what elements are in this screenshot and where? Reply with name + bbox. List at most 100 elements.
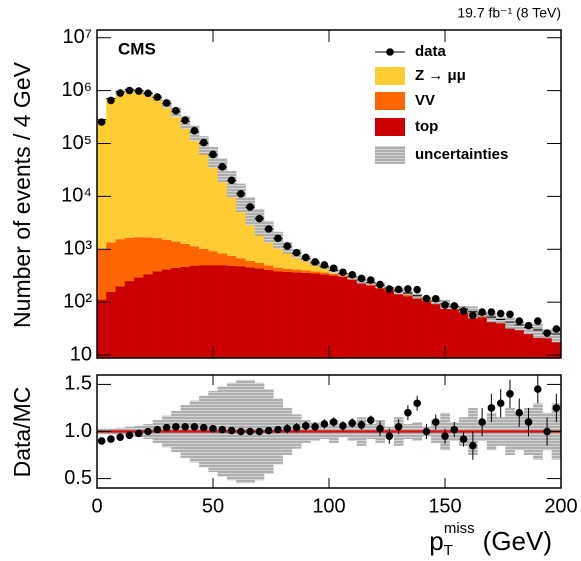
ratio-point xyxy=(515,409,523,417)
data-point xyxy=(330,264,338,272)
ratio-point xyxy=(395,423,403,431)
y-tick-label: 10² xyxy=(63,290,92,312)
stack-bar xyxy=(394,293,404,358)
data-point xyxy=(135,87,143,95)
stack-bar xyxy=(125,238,135,281)
stack-bar xyxy=(97,300,107,358)
ratio-y-tick-label: 0.5 xyxy=(64,467,92,489)
stack-bar xyxy=(125,281,135,358)
uncertainty-band xyxy=(505,317,515,329)
data-point xyxy=(98,118,106,126)
legend-swatch xyxy=(375,67,405,85)
stack-bar xyxy=(171,112,181,242)
data-point xyxy=(367,276,375,284)
stack-bar xyxy=(236,258,246,266)
stack-bar xyxy=(459,312,469,358)
legend-swatch xyxy=(375,146,405,164)
data-point xyxy=(163,99,171,107)
ratio-point xyxy=(191,423,199,431)
stack-bar xyxy=(181,121,191,244)
ratio-point xyxy=(423,428,431,436)
ratio-point xyxy=(432,418,440,426)
ratio-point xyxy=(488,404,496,412)
stack-bar xyxy=(162,269,172,358)
data-point xyxy=(256,215,264,223)
ratio-point xyxy=(293,424,301,432)
data-point xyxy=(107,97,115,105)
ratio-point xyxy=(506,390,514,398)
stack-bar xyxy=(153,98,163,239)
data-point xyxy=(311,258,319,266)
ratio-point xyxy=(154,426,162,434)
data-point xyxy=(228,176,236,184)
legend-swatch xyxy=(375,92,405,110)
data-point xyxy=(172,107,180,115)
ratio-point xyxy=(553,404,561,412)
ratio-point xyxy=(116,433,124,441)
ratio-point xyxy=(386,432,394,440)
data-point xyxy=(191,127,199,135)
data-point xyxy=(274,235,282,243)
legend-label: data xyxy=(415,43,447,60)
data-point xyxy=(515,317,523,325)
ratio-point xyxy=(107,435,115,443)
stack-bar xyxy=(153,238,163,271)
ratio-point xyxy=(200,424,208,432)
data-point xyxy=(246,203,254,211)
stack-bar xyxy=(153,272,163,358)
ratio-point xyxy=(144,428,152,436)
data-point xyxy=(395,286,403,294)
legend-data-marker xyxy=(386,48,394,56)
legend-label: VV xyxy=(415,92,435,109)
ratio-point xyxy=(348,419,356,427)
uncertainty-band xyxy=(236,184,246,212)
data-point xyxy=(543,329,551,337)
ratio-point xyxy=(376,425,384,433)
stack-bar xyxy=(143,93,153,237)
stack-bar xyxy=(208,155,218,251)
data-point xyxy=(237,190,245,198)
x-label-sup: miss xyxy=(444,520,475,537)
ratio-point xyxy=(209,425,217,433)
data-point xyxy=(553,325,561,333)
stack-bar xyxy=(403,296,413,358)
y-tick-label: 10⁶ xyxy=(62,79,92,101)
stack-bar xyxy=(208,251,218,265)
stack-bar xyxy=(385,291,395,358)
stack-bar xyxy=(218,265,228,358)
stack-bar xyxy=(301,270,311,272)
data-point xyxy=(478,308,486,316)
stack-bar xyxy=(310,272,320,274)
ratio-point xyxy=(246,428,254,436)
ratio-point xyxy=(302,422,310,430)
stack-bar xyxy=(227,256,237,266)
stack-bar xyxy=(162,240,172,270)
x-tick-label: 0 xyxy=(91,495,102,517)
cms-label: CMS xyxy=(118,39,156,58)
stack-bar xyxy=(236,266,246,358)
stack-bar xyxy=(505,325,515,358)
stack-bar xyxy=(116,239,126,286)
stack-bar xyxy=(320,274,330,358)
legend-label: top xyxy=(415,118,438,135)
stack-bar xyxy=(375,288,385,358)
data-point xyxy=(386,285,394,293)
ratio-point xyxy=(126,431,134,439)
stack-bar xyxy=(106,99,116,243)
data-point xyxy=(376,281,384,289)
x-tick-label: 50 xyxy=(202,495,224,517)
ratio-point xyxy=(237,428,245,436)
stack-bar xyxy=(171,242,181,268)
stack-bar xyxy=(283,269,293,272)
stack-bar xyxy=(190,132,200,246)
stack-bar xyxy=(190,266,200,358)
stack-bar xyxy=(301,273,311,358)
y-tick-label: 10⁴ xyxy=(61,185,92,207)
data-point xyxy=(265,225,273,233)
data-point xyxy=(200,139,208,147)
stack-bar xyxy=(255,268,265,358)
data-point xyxy=(154,93,162,101)
data-point xyxy=(525,322,533,330)
ratio-panel xyxy=(97,375,561,483)
stack-bar xyxy=(292,272,302,358)
